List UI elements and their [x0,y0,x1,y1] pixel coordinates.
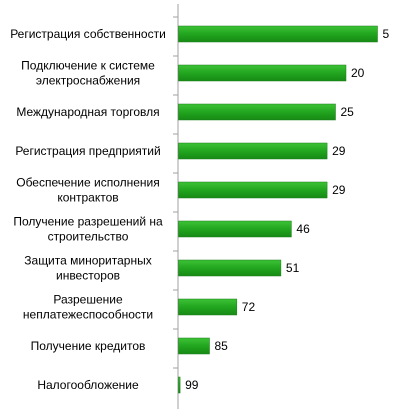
data-label: 5 [383,27,390,41]
bar [178,220,292,238]
bar [178,259,282,277]
category-label: Регистрация собственности [10,27,166,41]
data-label: 85 [215,339,229,353]
data-label: 51 [286,261,300,275]
category-label: Подключение к системе электроснабжения [21,59,155,88]
data-label: 29 [332,144,346,158]
data-label: 46 [296,222,310,236]
bar [178,337,210,355]
category-label: Защита миноритарных инвесторов [24,254,151,283]
bars [178,25,378,394]
category-label: Получение кредитов [31,339,146,353]
bar [178,25,378,43]
category-label: Регистрация предприятий [15,144,160,158]
data-label: 72 [242,300,256,314]
bar [178,64,347,82]
category-label: Международная торговля [16,105,159,119]
category-labels: Регистрация собственности Подключение к с… [10,16,178,392]
category-label: Получение разрешений на строительство [13,215,163,244]
data-label: 25 [341,105,355,119]
bar [178,181,328,199]
data-label: 99 [185,378,199,392]
category-label: Налогообложение [37,378,139,392]
category-label: Разрешение неплатежеспособности [23,293,153,322]
bar [178,298,238,316]
data-label: 20 [351,66,365,80]
data-labels: 5 20 25 29 29 46 51 72 85 99 [185,27,389,392]
bar [178,103,336,121]
bar [178,142,328,160]
category-label: Обеспечение исполнения контрактов [16,176,160,205]
data-label: 29 [332,183,346,197]
bar [178,376,181,394]
